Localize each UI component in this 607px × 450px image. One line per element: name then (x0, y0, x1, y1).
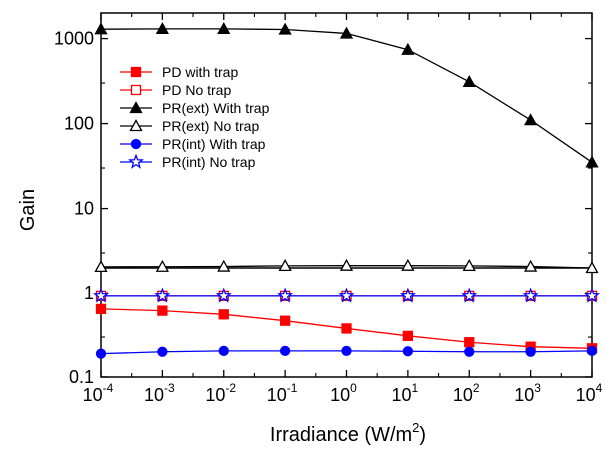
data-point (585, 155, 599, 168)
legend-label: PD with trap (162, 64, 238, 80)
data-point (464, 346, 475, 357)
data-point (157, 346, 168, 357)
x-tick-label: 10-3 (144, 381, 175, 405)
legend-marker (129, 119, 143, 132)
y-tick-label: 10 (74, 199, 94, 219)
legend-marker (130, 66, 142, 78)
data-point (338, 287, 355, 303)
legend-item: PR(int) No trap (120, 153, 256, 170)
data-point (339, 26, 354, 39)
data-point (218, 345, 229, 357)
legend-label: PR(int) With trap (162, 136, 266, 152)
x-tick-label: 101 (392, 381, 419, 405)
legend-label: PR(ext) No trap (162, 118, 259, 134)
y-tick-label: 100 (64, 114, 94, 134)
legend-label: PR(int) No trap (162, 154, 256, 170)
data-point (464, 337, 475, 348)
x-tick-label: 10-1 (267, 381, 298, 405)
x-tick-label: 10-2 (205, 381, 236, 405)
series-4 (95, 345, 598, 359)
legend: PD with trap PD No trap PR(ext) With trap P… (120, 64, 270, 170)
legend-marker (129, 101, 143, 114)
y-tick-label: 1 (84, 283, 94, 303)
data-point (462, 259, 476, 271)
data-point (215, 287, 232, 303)
data-point (277, 287, 294, 303)
y-tick-label: 1000 (54, 29, 94, 49)
data-point (155, 259, 169, 272)
series-0 (95, 303, 598, 354)
data-point (218, 309, 229, 320)
series-3 (94, 258, 599, 274)
legend-item: PR(ext) With trap (120, 100, 270, 116)
legend-marker (130, 84, 142, 96)
series-2 (94, 22, 599, 168)
data-point (522, 287, 539, 303)
y-tick-label: 0.1 (69, 367, 94, 387)
x-tick-label: 100 (330, 381, 357, 405)
series-5 (93, 287, 600, 303)
data-point (401, 42, 415, 55)
data-point (217, 22, 231, 35)
data-point (339, 258, 354, 271)
data-point (585, 261, 599, 274)
data-point (217, 259, 231, 272)
legend-item: PR(int) With trap (120, 136, 266, 152)
legend-item: PD No trap (120, 82, 231, 98)
x-axis-label: Irradiance (W/m2) (270, 420, 426, 446)
x-tick-label: 104 (576, 381, 603, 405)
legend-label: PD No trap (162, 82, 231, 98)
data-point (278, 22, 292, 35)
x-tick-label: 102 (453, 381, 480, 405)
data-point (93, 287, 109, 303)
data-point (401, 258, 415, 271)
data-point (279, 315, 291, 326)
x-tick-label: 103 (514, 381, 541, 405)
legend-marker (130, 138, 142, 150)
data-point (155, 22, 169, 35)
data-point (462, 74, 476, 87)
legend-item: PD with trap (120, 64, 238, 80)
y-axis-label: Gain (17, 189, 39, 231)
data-point (154, 287, 171, 303)
data-point (94, 22, 108, 35)
data-point (402, 346, 414, 357)
data-point (94, 260, 108, 273)
axes-group: 10-4 10-3 10-2 10-1 100 101 102 103 104 10 100 1000… (54, 12, 603, 405)
data-point (279, 345, 291, 357)
data-point (341, 323, 352, 334)
data-point (461, 287, 478, 303)
legend-label: PR(ext) With trap (162, 100, 270, 116)
data-point (278, 259, 292, 271)
data-point (157, 305, 168, 316)
data-point (402, 330, 414, 341)
legend-item: PR(ext) No trap (120, 118, 259, 134)
data-point (341, 345, 352, 357)
data-point (95, 303, 107, 315)
data-point (399, 287, 416, 303)
data-point (586, 345, 598, 357)
series-group (93, 22, 600, 359)
legend-marker (128, 153, 144, 169)
data-point (524, 259, 538, 272)
data-point (584, 287, 600, 303)
data-point (95, 348, 107, 359)
data-point (524, 113, 538, 126)
x-tick-label: 10-4 (83, 381, 114, 405)
data-point (525, 346, 536, 357)
